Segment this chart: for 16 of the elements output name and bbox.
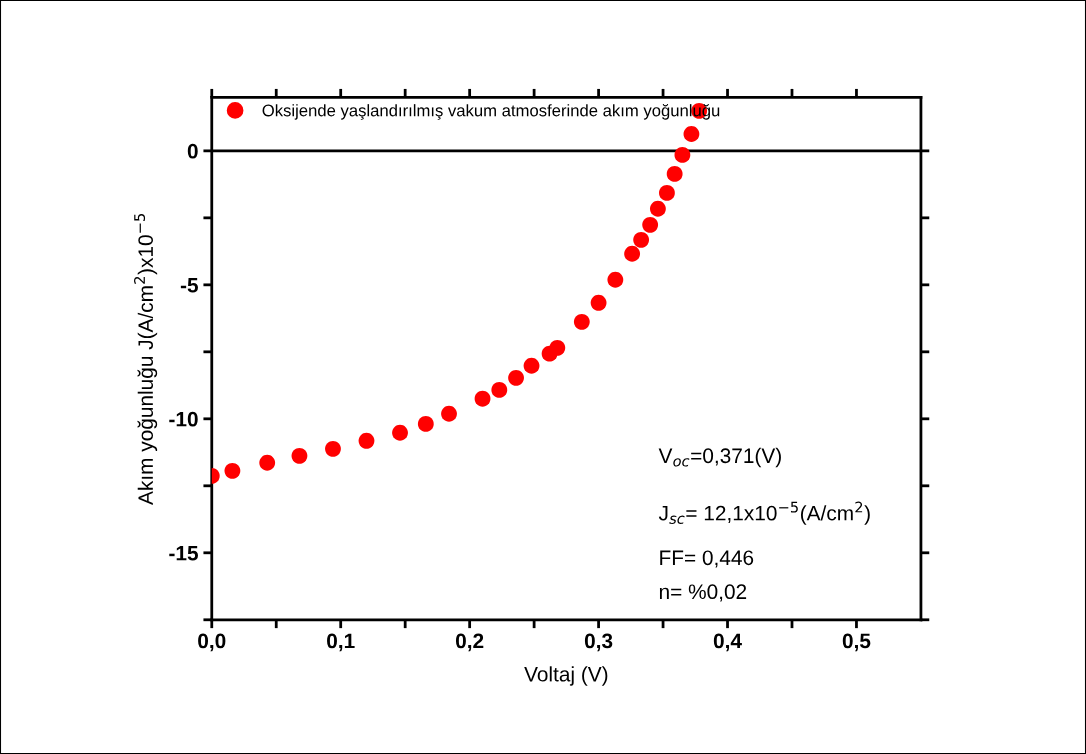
annotation: FF= 0,446 bbox=[660, 550, 754, 568]
y-tick-label: -10 bbox=[169, 411, 198, 427]
x-tick-label: 0,3 bbox=[584, 633, 613, 652]
x-tick-label: 0,1 bbox=[327, 633, 355, 652]
x-tick-label: 0,0 bbox=[198, 633, 226, 652]
annotation: J$_{sc}$= 12,1x10$^{−5}$(A/cm$^{2}$) bbox=[658, 501, 870, 525]
x-tick-label: 0,4 bbox=[713, 633, 742, 652]
annotation: n= %0,02 bbox=[659, 584, 747, 602]
annotation: V$_{oc}$=0,371(V) bbox=[658, 447, 781, 468]
x-tick-label: 0,2 bbox=[455, 633, 484, 652]
y-tick-label: 0 bbox=[187, 143, 198, 159]
x-axis-title: Voltaj (V) bbox=[524, 666, 608, 686]
y-tick-label: -15 bbox=[169, 546, 198, 561]
y-tick-label: -5 bbox=[180, 278, 198, 293]
y-axis-title: Akım yoğunluğu J(A/cm$^{2}$)x10$^{−5}$ bbox=[134, 214, 158, 505]
x-tick-label: 0,5 bbox=[842, 633, 871, 652]
